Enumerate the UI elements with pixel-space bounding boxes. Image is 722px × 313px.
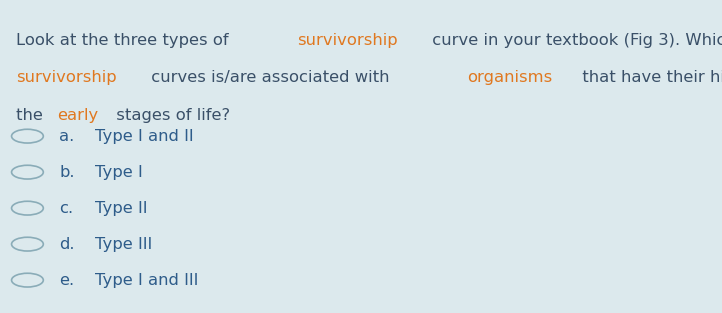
- Text: survivorship: survivorship: [297, 33, 398, 48]
- Text: Look at the three types of: Look at the three types of: [16, 33, 234, 48]
- Text: stages of life?: stages of life?: [110, 108, 230, 123]
- Text: the: the: [16, 108, 48, 123]
- Text: organisms: organisms: [466, 70, 552, 85]
- Text: curve in your textbook (Fig 3). Which of the: curve in your textbook (Fig 3). Which of…: [427, 33, 722, 48]
- Text: Type II: Type II: [95, 201, 148, 216]
- Text: c.: c.: [59, 201, 74, 216]
- Text: Type I: Type I: [95, 165, 143, 180]
- Text: e.: e.: [59, 273, 74, 288]
- Text: Type I and II: Type I and II: [95, 129, 194, 144]
- Text: Type I and III: Type I and III: [95, 273, 199, 288]
- Text: survivorship: survivorship: [16, 70, 116, 85]
- Text: d.: d.: [59, 237, 74, 252]
- Text: that have their highest mortality rates in: that have their highest mortality rates …: [577, 70, 722, 85]
- Text: curves is/are associated with: curves is/are associated with: [146, 70, 394, 85]
- Text: early: early: [57, 108, 99, 123]
- Text: a.: a.: [59, 129, 74, 144]
- Text: Type III: Type III: [95, 237, 152, 252]
- Text: b.: b.: [59, 165, 74, 180]
